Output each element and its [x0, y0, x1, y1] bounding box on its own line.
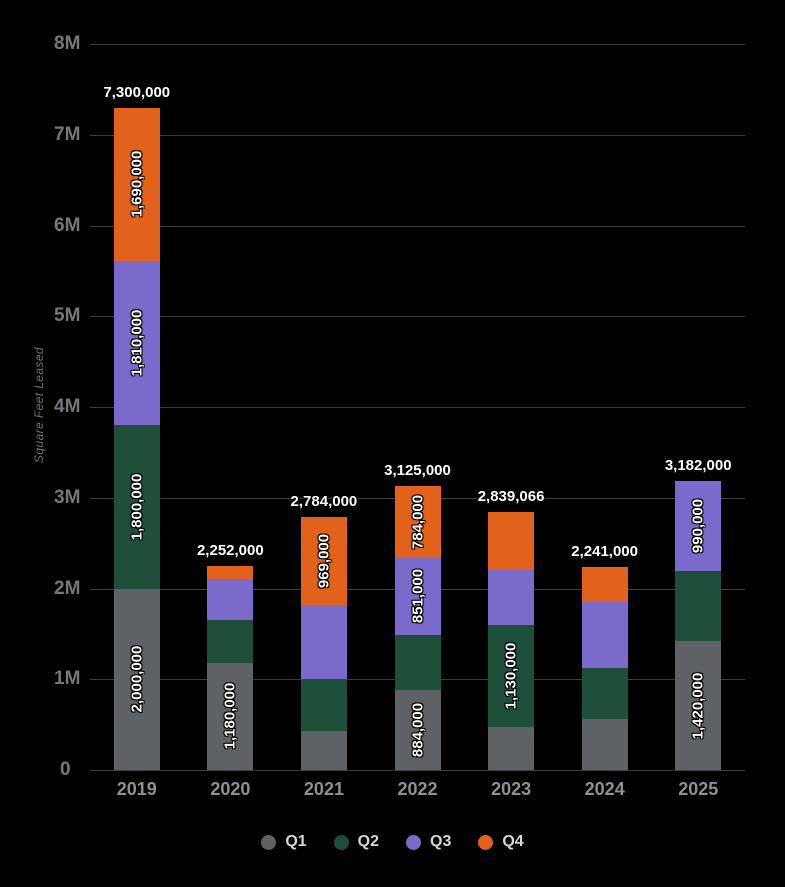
bar-segment-q3-2023[interactable] — [488, 570, 535, 625]
gridline — [90, 316, 745, 318]
segment-value-label: 1,810,000 — [128, 309, 146, 377]
x-axis-label-2021: 2021 — [303, 779, 344, 799]
bar-total-label-2025: 3,182,000 — [664, 457, 732, 475]
bar-segment-q4-2022[interactable]: 784,000 — [394, 486, 441, 558]
bar-2022: 884,000 851,000 784,000 — [394, 486, 441, 770]
x-axis-label-2020: 2020 — [210, 779, 251, 799]
plot-area: 2,000,000 1,800,000 1,810,000 1,690,000 7,30… — [90, 44, 745, 771]
bar-segment-q4-2020[interactable] — [207, 565, 254, 579]
bar-2024 — [581, 566, 628, 770]
bar-total-label-2024: 2,241,000 — [571, 542, 638, 560]
bar-2023: 1,130,000 — [488, 512, 535, 770]
bar-segment-q2-2024[interactable] — [581, 668, 628, 720]
bar-segment-q4-2019[interactable]: 1,690,000 — [113, 107, 160, 261]
segment-value-label: 1,690,000 — [128, 150, 146, 218]
bar-segment-q1-2024[interactable] — [581, 719, 628, 770]
x-axis-label-2024: 2024 — [584, 779, 625, 799]
bar-total-label-2021: 2,784,000 — [290, 493, 358, 511]
bar-segment-q2-2022[interactable] — [394, 634, 441, 690]
bar-segment-q4-2021[interactable]: 969,000 — [300, 517, 347, 606]
legend-item-q1[interactable]: Q1 — [261, 833, 307, 851]
bar-segment-q3-2020[interactable] — [207, 578, 254, 621]
legend-swatch-q4-icon — [478, 834, 494, 850]
legend-label: Q2 — [357, 833, 379, 850]
y-tick-label: 7M — [54, 123, 81, 145]
bar-segment-q1-2020[interactable]: 1,180,000 — [207, 662, 254, 770]
y-tick-label: 5M — [54, 305, 81, 327]
bar-segment-q1-2022[interactable]: 884,000 — [394, 689, 441, 770]
segment-value-label: 784,000 — [409, 494, 426, 550]
bar-segment-q2-2023[interactable]: 1,130,000 — [488, 624, 535, 728]
legend-item-q2[interactable]: Q2 — [333, 833, 379, 851]
x-axis-label-2019: 2019 — [116, 779, 157, 799]
bar-segment-q3-2022[interactable]: 851,000 — [394, 557, 441, 635]
bar-segment-q2-2020[interactable] — [207, 620, 254, 663]
segment-value-label: 1,420,000 — [689, 672, 707, 739]
segment-value-label: 884,000 — [409, 702, 426, 758]
gridline — [90, 407, 745, 408]
y-tick-label: 0 — [60, 759, 71, 780]
segment-value-label: 2,000,000 — [128, 645, 146, 713]
bar-segment-q3-2019[interactable]: 1,810,000 — [113, 260, 160, 426]
y-axis-tick-labels: 8M 7M 6M 5M 4M 3M 2M 1M 0 — [0, 33, 81, 780]
segment-value-label: 990,000 — [689, 499, 707, 554]
y-tick-label: 1M — [54, 668, 81, 690]
legend-swatch-q3-icon — [406, 834, 421, 850]
bar-2025: 1,420,000 990,000 — [675, 481, 722, 770]
bar-segment-q2-2025[interactable] — [675, 571, 722, 642]
gridline — [90, 225, 745, 227]
y-tick-label: 8M — [54, 33, 81, 54]
legend: Q1 Q2 Q3 Q4 — [0, 833, 785, 851]
x-axis-labels: 2019 2020 2021 2022 2023 2024 2025 — [90, 779, 745, 800]
bar-segment-q1-2023[interactable] — [488, 727, 535, 770]
x-axis-label-2023: 2023 — [491, 779, 532, 799]
bar-segment-q1-2019[interactable]: 2,000,000 — [113, 588, 160, 770]
bar-segment-q2-2021[interactable] — [300, 679, 347, 731]
gridline — [90, 44, 745, 45]
bar-2021: 969,000 — [300, 517, 347, 770]
y-tick-label: 3M — [54, 486, 81, 508]
legend-label: Q1 — [285, 833, 307, 850]
legend-swatch-q1-icon — [261, 834, 277, 850]
bar-2019: 2,000,000 1,800,000 1,810,000 1,690,000 — [113, 107, 160, 770]
segment-value-label: 1,180,000 — [221, 683, 239, 750]
y-tick-label: 6M — [54, 214, 81, 236]
bar-segment-q1-2021[interactable] — [300, 730, 347, 770]
x-axis-label-2025: 2025 — [678, 779, 719, 799]
bar-2020: 1,180,000 — [207, 565, 254, 770]
bar-segment-q4-2024[interactable] — [581, 566, 628, 603]
legend-label: Q3 — [430, 833, 452, 850]
gridline — [90, 770, 745, 771]
y-tick-label: 4M — [54, 396, 81, 417]
bar-segment-q3-2025[interactable]: 990,000 — [675, 481, 722, 572]
legend-swatch-q2-icon — [333, 834, 349, 850]
segment-value-label: 1,130,000 — [502, 642, 520, 710]
bar-total-label-2020: 2,252,000 — [196, 541, 264, 559]
legend-label: Q4 — [502, 833, 524, 850]
segment-value-label: 969,000 — [315, 534, 333, 589]
bar-segment-q3-2021[interactable] — [300, 605, 347, 680]
segment-value-label: 851,000 — [409, 569, 426, 624]
bar-segment-q3-2024[interactable] — [581, 602, 628, 669]
legend-item-q4[interactable]: Q4 — [478, 833, 524, 851]
bar-total-label-2019: 7,300,000 — [103, 83, 171, 101]
bar-total-label-2022: 3,125,000 — [384, 462, 451, 480]
segment-value-label: 1,800,000 — [128, 473, 146, 541]
gridline — [90, 134, 745, 136]
bar-segment-q4-2023[interactable] — [488, 512, 535, 571]
y-tick-label: 2M — [54, 577, 81, 599]
x-axis-label-2022: 2022 — [397, 779, 438, 799]
bar-segment-q1-2025[interactable]: 1,420,000 — [675, 641, 722, 770]
legend-item-q3[interactable]: Q3 — [406, 833, 451, 851]
bar-segment-q2-2019[interactable]: 1,800,000 — [113, 425, 160, 589]
